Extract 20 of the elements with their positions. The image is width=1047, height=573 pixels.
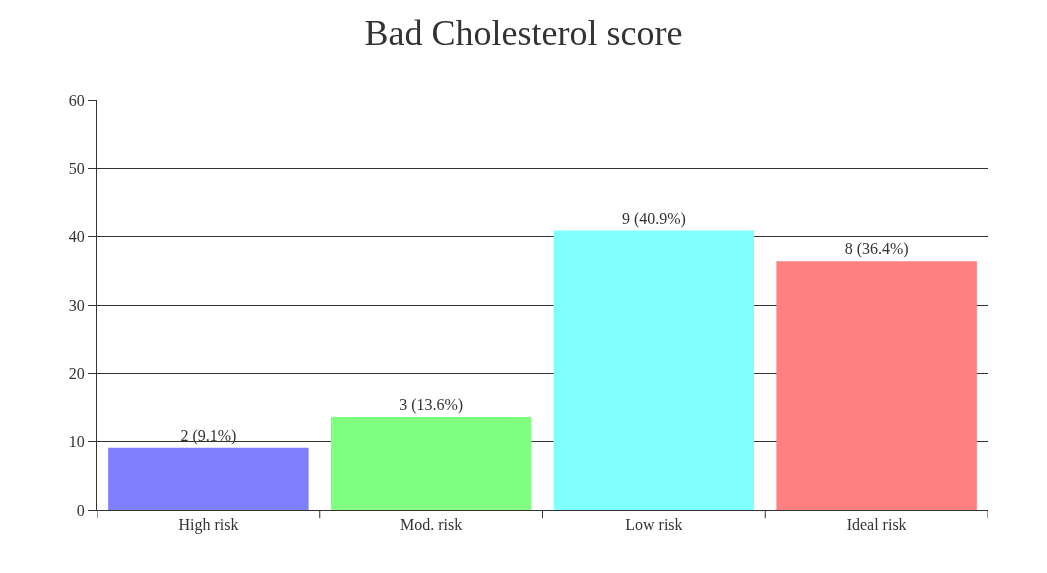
y-tick-label: 20: [68, 364, 85, 382]
data-label: 2 (9.1%): [180, 426, 237, 445]
y-tick-label: 60: [68, 91, 85, 109]
chart-title: Bad Cholesterol score: [364, 13, 683, 54]
bar: [330, 417, 532, 510]
y-tick-label: 50: [68, 159, 85, 177]
x-tick-label: High risk: [178, 516, 239, 535]
bar: [108, 447, 309, 510]
y-tick-label: 40: [68, 228, 85, 246]
y-tick-label: 10: [68, 433, 85, 451]
data-label: 9 (40.9%): [621, 209, 686, 228]
data-label: 3 (13.6%): [399, 396, 464, 415]
bar: [553, 230, 755, 510]
y-tick-label: 30: [68, 296, 85, 314]
y-tick-label: 0: [76, 501, 85, 519]
x-tick-label: Ideal risk: [846, 516, 907, 534]
x-tick-label: Mod. risk: [400, 516, 463, 534]
bar: [776, 261, 977, 510]
x-tick-label: Low risk: [625, 516, 683, 534]
data-label: 8 (36.4%): [844, 240, 909, 259]
